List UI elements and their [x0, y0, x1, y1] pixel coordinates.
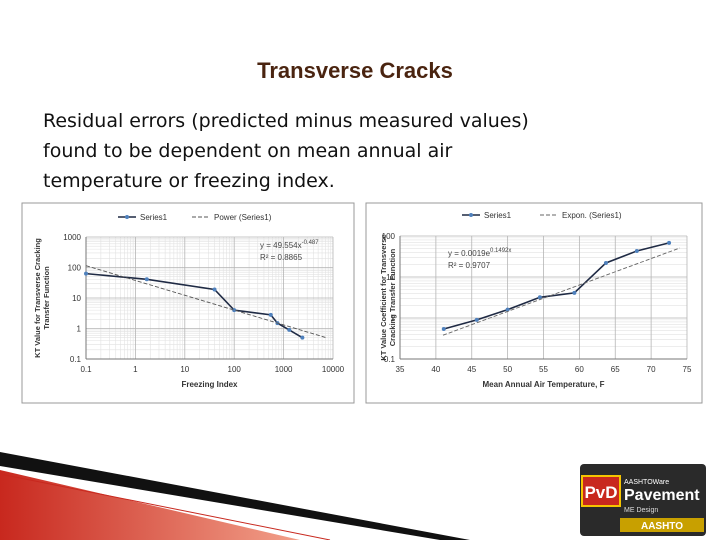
series-line	[443, 242, 670, 330]
annotation: R² = 0.8865	[260, 253, 303, 262]
logo-product: Pavement	[624, 487, 700, 504]
y-tick-label: 100	[382, 232, 396, 241]
y-tick-label: 10	[72, 294, 81, 303]
legend-label: Power (Series1)	[214, 213, 272, 222]
x-tick-label: 55	[539, 365, 548, 374]
annotation-text: y = 49.554x	[260, 241, 302, 250]
legend-marker	[469, 213, 473, 217]
y-tick-label: 1000	[63, 233, 81, 242]
legend-label: Series1	[484, 211, 512, 220]
logo: PvD AASHTOWare Pavement ME Design AASHTO	[580, 464, 706, 536]
data-point	[572, 290, 577, 295]
data-point	[634, 249, 639, 254]
y-tick-label: 10	[386, 273, 395, 282]
x-axis-title: Freezing Index	[181, 380, 238, 389]
x-tick-label: 0.1	[80, 365, 92, 374]
logo-badge-text: PvD	[584, 483, 617, 502]
annotation-sup: 0.1492x	[490, 248, 511, 254]
data-point	[212, 287, 217, 292]
data-point	[144, 277, 149, 282]
data-point	[474, 317, 479, 322]
logo-brand: AASHTOWare	[624, 479, 669, 486]
y-axis-title: Transfer Function	[42, 266, 51, 330]
annotation-text: y = 0.0019e	[448, 249, 491, 258]
y-axis-title: Cracking Transfer Function	[388, 248, 397, 346]
legend-label: Series1	[140, 213, 168, 222]
series-line	[442, 247, 680, 336]
body-line: Residual errors (predicted minus measure…	[43, 110, 529, 132]
chart: 0.1 1 10 100 1000 10000 0.1 1 10 100 1000 Freezing …	[33, 213, 345, 389]
annotation-text: R² = 0.8865	[260, 253, 303, 262]
x-tick-label: 50	[503, 365, 512, 374]
x-tick-label: 40	[431, 365, 440, 374]
data-point	[667, 240, 672, 245]
data-point	[505, 307, 510, 312]
x-tick-label: 65	[611, 365, 620, 374]
y-tick-label: 0.1	[384, 355, 396, 364]
logo-sub: ME Design	[624, 507, 658, 514]
data-point	[84, 271, 88, 276]
x-tick-label: 1000	[275, 365, 293, 374]
annotation: y = 49.554x-0.487	[260, 240, 319, 250]
slide-title: Transverse Cracks	[257, 58, 453, 83]
x-tick-label: 70	[647, 365, 656, 374]
y-axis-title: KT Value for Transverse Cracking	[33, 238, 42, 358]
x-tick-label: 1	[133, 365, 138, 374]
chart: 35 40 45 50 55 60 65 70 75 0.1 1 10 100 Mean Annual A…	[379, 211, 692, 389]
annotation-text: R² = 0.9707	[448, 261, 491, 270]
legend-marker	[125, 215, 129, 219]
y-axis-title: KT Value Coefficient for Transverse	[379, 234, 388, 360]
data-point	[268, 312, 273, 317]
data-point	[300, 335, 305, 340]
x-tick-label: 10	[180, 365, 189, 374]
x-tick-label: 35	[396, 365, 405, 374]
logo-bar	[620, 518, 704, 532]
x-axis-title: Mean Annual Air Temperature, F	[483, 380, 605, 389]
x-tick-label: 10000	[322, 365, 345, 374]
x-tick-label: 75	[683, 365, 692, 374]
y-tick-label: 1	[77, 325, 82, 334]
logo-org: AASHTO	[641, 521, 683, 532]
decor-wedge	[0, 470, 300, 540]
y-tick-label: 1	[391, 314, 396, 323]
legend-label: Expon. (Series1)	[562, 211, 622, 220]
decor-wedge	[0, 452, 470, 540]
annotation: y = 0.0019e0.1492x	[448, 248, 511, 258]
annotation-sup: -0.487	[302, 240, 320, 246]
body-line: temperature or freezing index.	[43, 170, 335, 192]
decor-line	[0, 473, 331, 541]
body-line: found to be dependent on mean annual air	[43, 140, 453, 162]
y-tick-label: 100	[68, 264, 82, 273]
logo-badge	[581, 475, 621, 507]
data-point	[441, 326, 446, 331]
y-tick-label: 0.1	[70, 355, 82, 364]
x-tick-label: 100	[228, 365, 242, 374]
series-line	[85, 272, 303, 339]
annotation: R² = 0.9707	[448, 261, 491, 270]
data-point	[287, 327, 292, 332]
data-point	[603, 260, 608, 265]
data-point	[537, 295, 542, 300]
x-tick-label: 60	[575, 365, 584, 374]
x-tick-label: 45	[467, 365, 476, 374]
data-point	[232, 308, 237, 313]
